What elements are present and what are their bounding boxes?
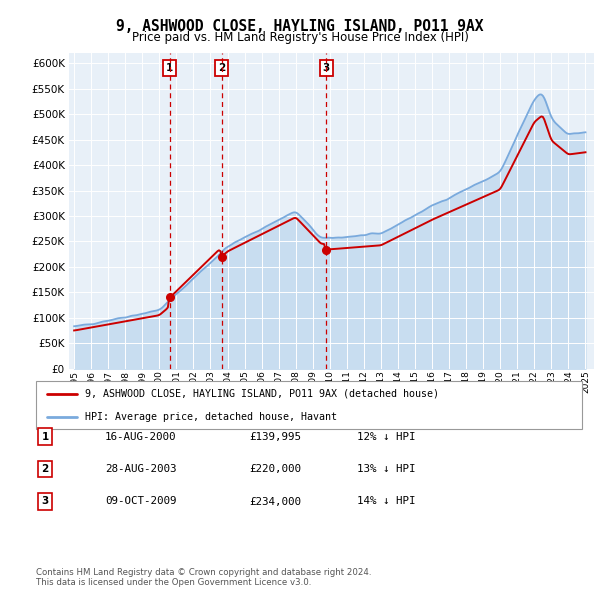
Text: 1: 1 bbox=[41, 432, 49, 441]
Text: Contains HM Land Registry data © Crown copyright and database right 2024.
This d: Contains HM Land Registry data © Crown c… bbox=[36, 568, 371, 587]
Text: 2: 2 bbox=[218, 63, 225, 73]
Text: 09-OCT-2009: 09-OCT-2009 bbox=[105, 497, 176, 506]
Text: 1: 1 bbox=[166, 63, 173, 73]
Text: 9, ASHWOOD CLOSE, HAYLING ISLAND, PO11 9AX (detached house): 9, ASHWOOD CLOSE, HAYLING ISLAND, PO11 9… bbox=[85, 389, 439, 399]
Text: HPI: Average price, detached house, Havant: HPI: Average price, detached house, Hava… bbox=[85, 412, 337, 422]
Text: £139,995: £139,995 bbox=[249, 432, 301, 441]
Text: 3: 3 bbox=[322, 63, 329, 73]
Text: 2: 2 bbox=[41, 464, 49, 474]
FancyBboxPatch shape bbox=[36, 381, 582, 429]
Text: 12% ↓ HPI: 12% ↓ HPI bbox=[357, 432, 415, 441]
Text: £220,000: £220,000 bbox=[249, 464, 301, 474]
Text: 14% ↓ HPI: 14% ↓ HPI bbox=[357, 497, 415, 506]
Text: 13% ↓ HPI: 13% ↓ HPI bbox=[357, 464, 415, 474]
Text: 16-AUG-2000: 16-AUG-2000 bbox=[105, 432, 176, 441]
Text: 3: 3 bbox=[41, 497, 49, 506]
Text: 28-AUG-2003: 28-AUG-2003 bbox=[105, 464, 176, 474]
Text: 9, ASHWOOD CLOSE, HAYLING ISLAND, PO11 9AX: 9, ASHWOOD CLOSE, HAYLING ISLAND, PO11 9… bbox=[116, 19, 484, 34]
Text: £234,000: £234,000 bbox=[249, 497, 301, 506]
Text: Price paid vs. HM Land Registry's House Price Index (HPI): Price paid vs. HM Land Registry's House … bbox=[131, 31, 469, 44]
